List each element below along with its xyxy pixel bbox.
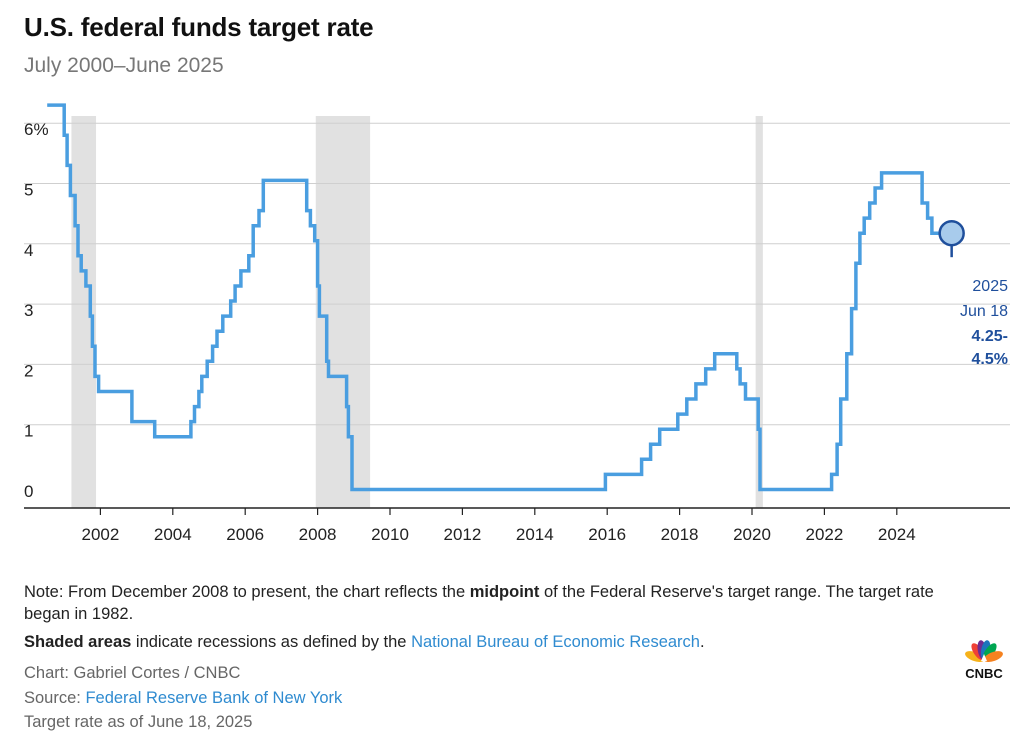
x-tick-label-2002: 2002 — [81, 525, 119, 544]
note-text-1: Note: From December 2008 to present, the… — [24, 583, 470, 601]
series-group — [47, 103, 950, 492]
x-tick-label-2004: 2004 — [154, 525, 192, 544]
x-tick-label-2022: 2022 — [805, 525, 843, 544]
x-tick-label-2016: 2016 — [588, 525, 626, 544]
x-tick-label-2018: 2018 — [661, 525, 699, 544]
x-tick-label-2012: 2012 — [443, 525, 481, 544]
footer-shaded-note: Shaded areas indicate recessions as defi… — [24, 631, 944, 653]
y-tick-label-6: 6% — [24, 120, 49, 139]
chart-credit: Chart: Gabriel Cortes / CNBC — [24, 664, 241, 682]
gridlines-group — [24, 122, 1010, 426]
note-text-2: of the Federal Reserve's target range. T… — [24, 583, 934, 623]
annotation-year: 2025 — [972, 278, 1008, 295]
recession-band-2 — [315, 116, 371, 508]
shaded-end: . — [699, 633, 705, 651]
annotation-rate-2: 4.5% — [972, 351, 1008, 368]
x-tick-label-2010: 2010 — [371, 525, 409, 544]
peacock-body — [981, 654, 987, 661]
recession-band-3 — [755, 116, 763, 508]
cnbc-logo-text: CNBC — [965, 666, 1003, 680]
x-tick-label-2014: 2014 — [516, 525, 554, 544]
y-tick-label-5: 5 — [24, 181, 33, 200]
x-tick-labels-group: 2002 2004 2006 2008 2010 2012 2014 2016 2018 2020… — [81, 508, 916, 544]
shaded-text: indicate recessions as defined by the — [131, 633, 412, 651]
annotation-date: Jun 18 — [960, 303, 1008, 320]
recession-band-1 — [71, 116, 97, 508]
footer-note: Note: From December 2008 to present, the… — [24, 581, 944, 625]
shaded-areas-bold: Shaded areas — [24, 633, 132, 651]
y-tick-label-3: 3 — [24, 301, 33, 320]
chart-subtitle: July 2000–June 2025 — [24, 54, 224, 77]
as-of-date: Target rate as of June 18, 2025 — [24, 713, 253, 731]
x-tick-label-2008: 2008 — [299, 525, 337, 544]
nber-link[interactable]: National Bureau of Economic Research — [411, 633, 700, 651]
line-chart: 0 1 2 3 4 5 6% 2002 2004 2006 2008 2010 2012 2014 201… — [24, 103, 1010, 544]
y-tick-label-0: 0 — [24, 482, 33, 501]
y-tick-label-1: 1 — [24, 422, 33, 441]
y-tick-label-2: 2 — [24, 361, 33, 380]
recession-shading-group — [71, 116, 763, 508]
source-label: Source: — [24, 689, 86, 707]
annotation-group: 2025 Jun 18 4.25- 4.5% — [938, 219, 1008, 368]
peacock-icon — [965, 640, 1003, 663]
x-tick-label-2020: 2020 — [733, 525, 771, 544]
x-tick-label-2006: 2006 — [226, 525, 264, 544]
annotation-rate-1: 4.25- — [972, 328, 1008, 345]
note-bold-midpoint: midpoint — [469, 583, 540, 601]
chart-source: Source: Federal Reserve Bank of New York — [24, 687, 944, 709]
x-tick-label-2024: 2024 — [878, 525, 916, 544]
series-line-1 — [47, 103, 950, 492]
nyfed-link[interactable]: Federal Reserve Bank of New York — [85, 689, 343, 707]
annotation-marker — [938, 219, 965, 247]
y-tick-label-4: 4 — [24, 241, 33, 260]
chart-title: U.S. federal funds target rate — [24, 12, 374, 42]
cnbc-logo: CNBC — [965, 640, 1003, 680]
peacock-feather-6 — [983, 651, 1003, 663]
y-tick-labels-group: 0 1 2 3 4 5 6% — [24, 120, 49, 501]
